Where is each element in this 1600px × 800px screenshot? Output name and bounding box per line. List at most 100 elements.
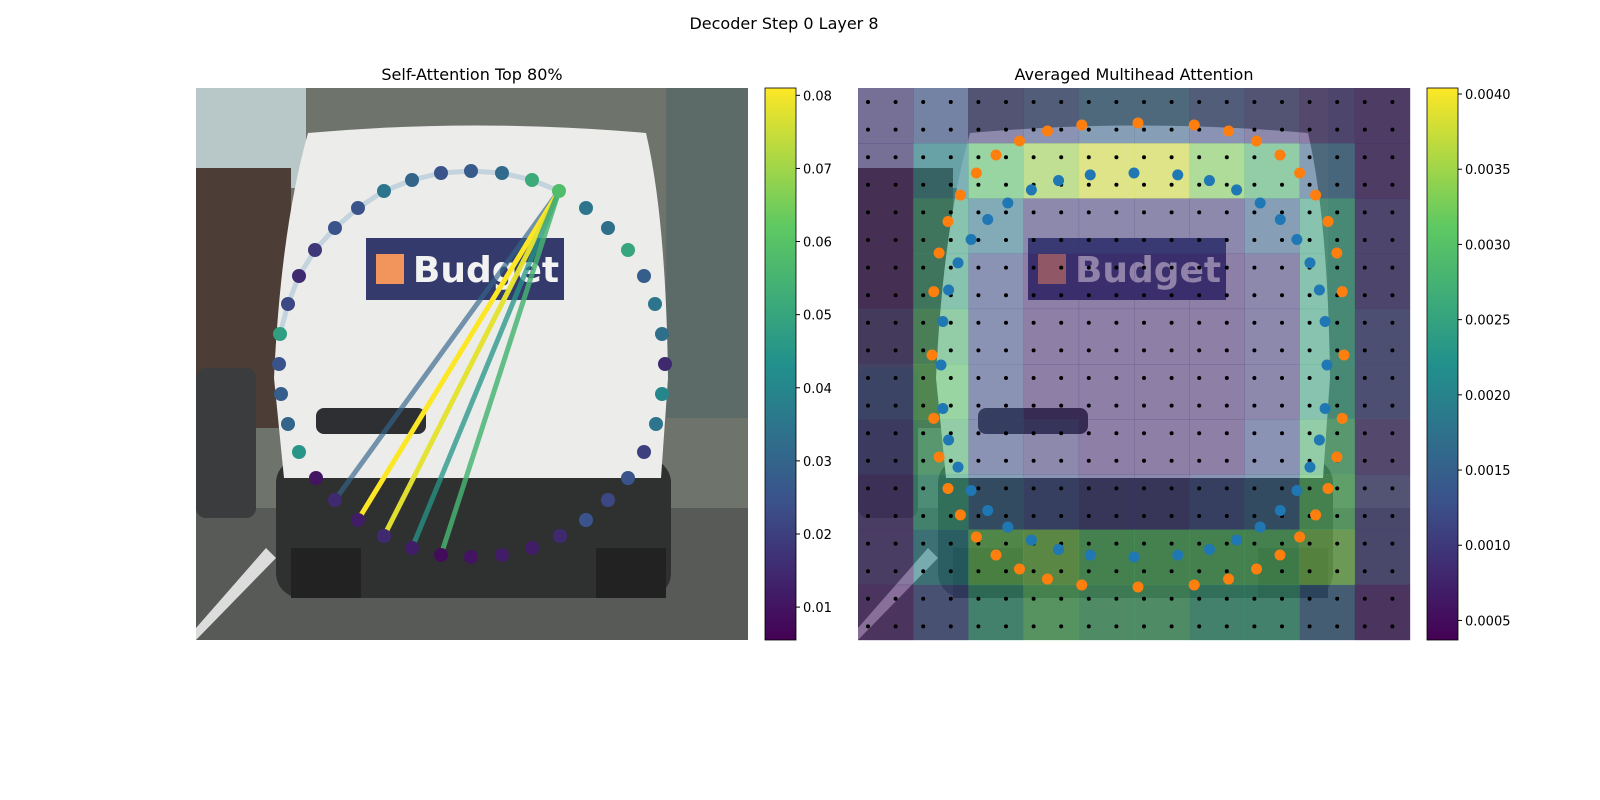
grid-dot	[1114, 486, 1119, 491]
attention-line	[438, 190, 562, 556]
grid-dot	[976, 624, 981, 629]
colorbar-tick-label: 0.0005	[1465, 614, 1511, 629]
grid-dot	[1004, 320, 1008, 325]
grid-dot	[1059, 155, 1064, 160]
grid-dot	[1004, 348, 1008, 353]
grid-dot	[866, 265, 870, 270]
grid-dot	[1142, 376, 1146, 380]
attention-point	[281, 297, 295, 311]
grid-dot	[921, 376, 926, 380]
grid-dot	[921, 127, 926, 132]
attention-point	[464, 164, 478, 178]
grid-dot	[1004, 624, 1008, 629]
grid-dot	[1224, 100, 1229, 104]
heat-cell	[968, 419, 1024, 475]
attention-point	[272, 357, 286, 371]
reference-point	[1274, 213, 1286, 225]
heat-cell	[1023, 253, 1080, 310]
heat-cell	[1078, 198, 1135, 254]
grid-dot	[1197, 431, 1202, 436]
heat-cell	[1299, 529, 1356, 586]
attention-point	[621, 243, 635, 257]
grid-dot	[976, 403, 981, 408]
grid-dot	[1390, 348, 1395, 353]
grid-dot	[1197, 182, 1202, 187]
attention-point	[658, 357, 672, 371]
reference-point	[1322, 216, 1334, 228]
colorbar-tick-label: 0.08	[803, 89, 832, 104]
grid-dot	[893, 486, 898, 491]
grid-dot	[1362, 265, 1367, 270]
grid-dot	[1031, 127, 1036, 132]
grid-dot	[948, 100, 953, 104]
heat-cell	[1134, 308, 1190, 365]
grid-dot	[1307, 596, 1312, 601]
grid-dot	[1280, 403, 1284, 408]
grid-dot	[1031, 624, 1036, 629]
grid-dot	[1390, 431, 1395, 436]
grid-dot	[1390, 182, 1395, 187]
grid-dot	[976, 376, 981, 380]
grid-dot	[1390, 376, 1395, 380]
grid-dot	[1335, 127, 1340, 132]
grid-dot	[1114, 182, 1119, 187]
heat-cell	[1354, 143, 1411, 199]
grid-dot	[1280, 376, 1284, 380]
attention-point	[328, 493, 342, 507]
heat-cell	[968, 364, 1024, 420]
grid-dot	[1390, 624, 1395, 629]
reference-point	[1203, 175, 1215, 187]
heat-cell	[1134, 88, 1190, 144]
reference-point	[1223, 573, 1235, 585]
grid-dot	[1390, 238, 1395, 242]
grid-dot	[976, 486, 981, 491]
grid-dot	[1307, 127, 1312, 132]
grid-dot	[1197, 514, 1202, 518]
grid-dot	[1362, 210, 1367, 215]
grid-dot	[1224, 458, 1229, 463]
grid-dot	[1252, 320, 1257, 325]
grid-dot	[1335, 431, 1340, 436]
colorbar-tick-label: 0.0030	[1465, 238, 1511, 253]
heat-cell	[1354, 88, 1411, 144]
grid-dot	[1142, 569, 1146, 574]
reference-point	[1310, 189, 1322, 201]
grid-dot	[1169, 320, 1174, 325]
heat-cell	[1023, 474, 1080, 530]
grid-dot	[1280, 458, 1284, 463]
reference-point	[935, 359, 947, 371]
heat-cell	[858, 198, 914, 254]
grid-dot	[1142, 182, 1146, 187]
grid-dot	[1086, 293, 1091, 298]
attention-point	[495, 166, 509, 180]
heat-cell	[1134, 419, 1190, 475]
grid-dot	[948, 569, 953, 574]
grid-dot	[1335, 155, 1340, 160]
reference-point	[1084, 549, 1096, 561]
heat-cell	[1189, 474, 1245, 530]
grid-dot	[1004, 486, 1008, 491]
grid-dot	[893, 541, 898, 546]
grid-dot	[1142, 293, 1146, 298]
reference-point	[1338, 349, 1350, 361]
lane-mark	[196, 548, 276, 640]
grid-dot	[1252, 458, 1257, 463]
grid-dot	[1004, 431, 1008, 436]
heat-cell	[1244, 419, 1300, 475]
reference-point	[982, 213, 994, 225]
grid-dot	[1307, 210, 1312, 215]
grid-dot	[1086, 514, 1091, 518]
grid-dot	[1197, 541, 1202, 546]
reference-point	[1336, 412, 1348, 424]
grid-dot	[1086, 238, 1091, 242]
grid-dot	[1004, 403, 1008, 408]
grid-dot	[1224, 348, 1229, 353]
attention-point	[405, 541, 419, 555]
heat-cell	[1078, 88, 1135, 144]
heat-cell	[1244, 529, 1300, 586]
grid-dot	[1169, 376, 1174, 380]
grid-dot	[866, 293, 870, 298]
grid-dot	[866, 155, 870, 160]
grid-dot	[1280, 320, 1284, 325]
grid-dot	[1004, 293, 1008, 298]
